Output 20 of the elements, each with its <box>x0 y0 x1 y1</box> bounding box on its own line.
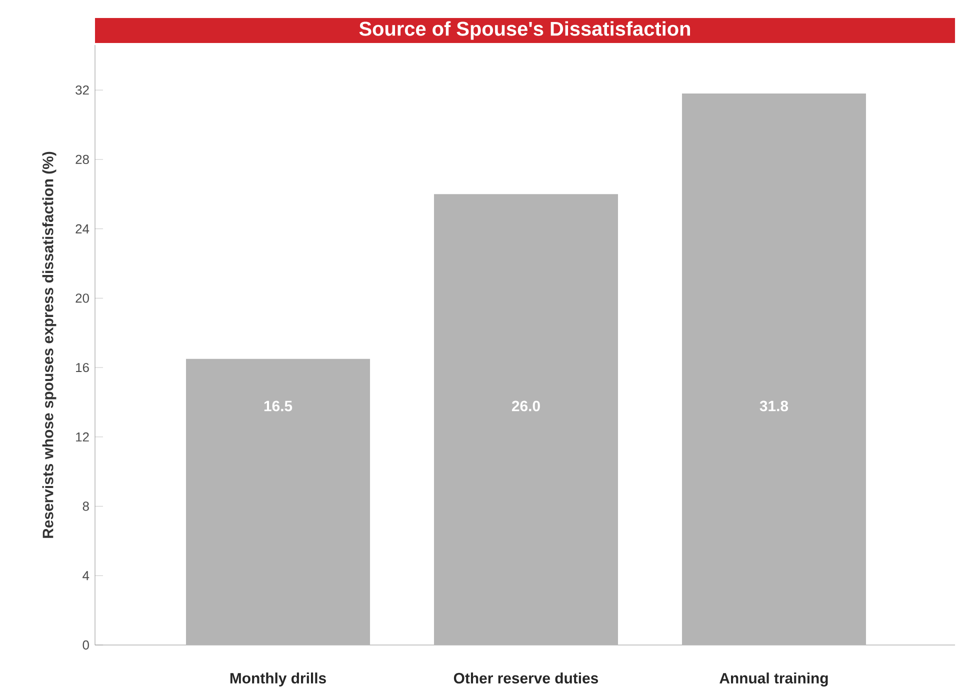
y-tick-label: 0 <box>82 640 89 650</box>
y-tick-label: 4 <box>82 571 90 580</box>
x-tick-label: Monthly drills <box>230 672 326 686</box>
data-label: 31.8 <box>760 400 788 412</box>
chart-title: Source of Spouse's Dissatisfaction <box>359 21 690 40</box>
y-tick-label: 16 <box>76 362 89 372</box>
bar <box>186 358 370 645</box>
y-axis-title: Reservists whose spouses express dissatisfaction (%) <box>42 152 56 538</box>
bar <box>434 194 618 645</box>
data-label: 26.0 <box>512 400 540 412</box>
data-label: 16.5 <box>264 400 292 412</box>
y-tick-label: 8 <box>82 502 89 511</box>
bar <box>682 94 866 645</box>
y-tick-label: 20 <box>76 294 89 303</box>
y-tick-label: 24 <box>76 224 90 234</box>
y-tick-label: 32 <box>76 85 89 95</box>
y-tick-label: 12 <box>76 432 89 442</box>
y-tick-label: 28 <box>76 154 89 164</box>
x-tick-label: Other reserve duties <box>454 672 598 684</box>
x-tick-label: Annual training <box>720 672 828 687</box>
